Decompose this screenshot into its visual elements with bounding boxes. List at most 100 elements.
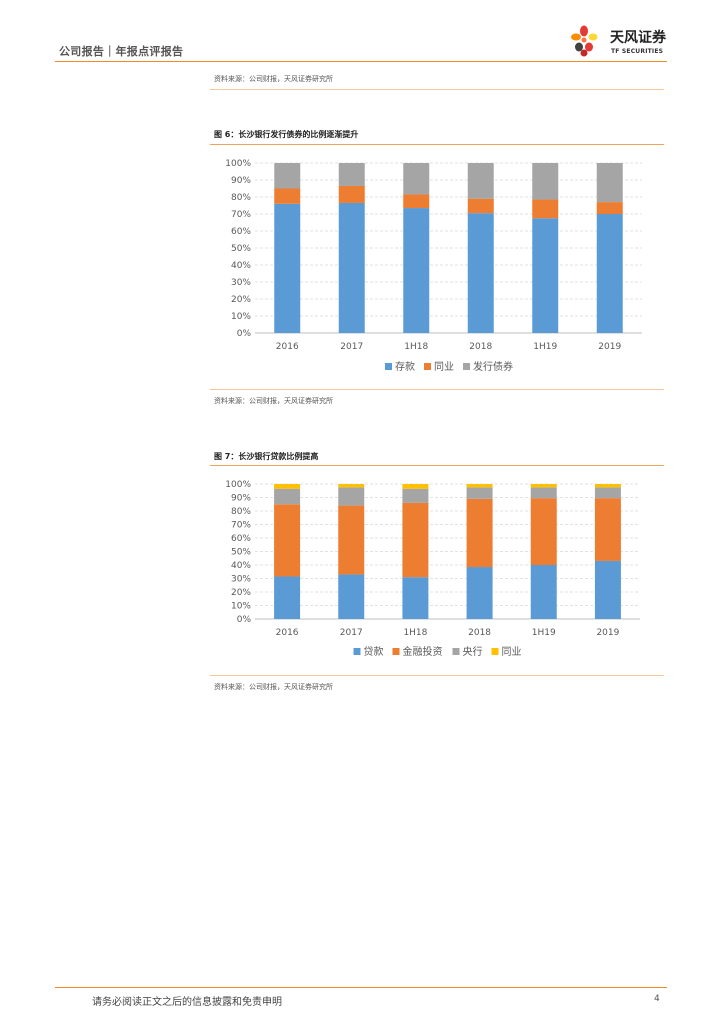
legend-label: 央行 (463, 645, 483, 658)
figure-6-title-rule (210, 144, 664, 145)
figure-6-stacked-bar-chart: 0% 10% 20% 30% 40% 50% 60% 70% 80% 90% 100% 2016 201… (225, 159, 642, 373)
bar-segment-2019-贷款 (594, 560, 621, 619)
figure-7-source: 资料来源：公司财报，天风证券研究所 (214, 683, 333, 691)
legend-swatch (424, 363, 431, 370)
figure-6-title: 图 6：长沙银行发行债券的比例逐渐提升 (214, 130, 359, 139)
bar-segment-1H19-金融投资 (530, 498, 557, 565)
y-tick-label: 100% (225, 480, 251, 490)
bar-segment-1H18-发行债券 (403, 163, 430, 195)
bar-segment-2016-同业 (274, 484, 301, 489)
x-tick-label: 2017 (340, 342, 363, 352)
y-tick-label: 20% (231, 588, 251, 598)
bar-segment-1H18-存款 (403, 208, 430, 333)
bar-segment-1H18-同业 (403, 194, 430, 209)
legend-label: 发行债券 (473, 360, 513, 373)
y-tick-label: 90% (231, 494, 251, 504)
bar-segment-2016-贷款 (274, 576, 301, 619)
bar-segment-1H19-发行债券 (532, 163, 559, 200)
y-tick-label: 70% (231, 210, 251, 220)
x-tick-label: 2019 (596, 628, 619, 638)
bar-segment-2017-同业 (338, 185, 365, 203)
bar-segment-2017-金融投资 (338, 505, 365, 575)
y-tick-label: 60% (231, 227, 251, 237)
bar-segment-2016-存款 (274, 203, 301, 333)
bar-segment-2018-同业 (467, 198, 494, 214)
y-tick-label: 80% (231, 507, 251, 517)
figure-6-source: 资料来源：公司财报，天风证券研究所 (214, 397, 333, 405)
bar-segment-1H19-同业 (532, 199, 559, 219)
x-tick-label: 2018 (469, 342, 492, 352)
y-tick-label: 90% (231, 176, 251, 186)
bar-segment-2018-贷款 (466, 567, 493, 619)
figure-7-title: 图 7：长沙银行贷款比例提高 (214, 452, 319, 461)
legend-swatch (353, 648, 361, 655)
x-tick-label: 2019 (598, 342, 621, 352)
bar-segment-1H18-央行 (402, 488, 429, 503)
bar-segment-2018-金融投资 (466, 498, 493, 568)
y-tick-label: 50% (231, 244, 251, 254)
bar-segment-2018-同业 (466, 484, 493, 488)
bar-segment-1H19-存款 (532, 218, 559, 333)
bar-segment-2017-发行债券 (338, 163, 365, 186)
bar-segment-2016-发行债券 (274, 163, 301, 189)
bar-segment-2019-央行 (594, 487, 621, 499)
figure-7-stacked-bar-chart: 0% 10% 20% 30% 40% 50% 60% 70% 80% 90% 100% 2016 201… (225, 480, 640, 658)
y-tick-label: 40% (231, 561, 251, 571)
x-tick-label: 1H18 (403, 628, 427, 638)
y-tick-label: 10% (231, 602, 251, 612)
bar-segment-2018-发行债券 (467, 163, 494, 199)
figure-6-bottom-rule (210, 389, 664, 390)
y-tick-label: 30% (231, 575, 251, 585)
figure-7-title-rule (210, 465, 664, 466)
bar-segment-2016-央行 (274, 488, 301, 505)
source-divider-top (210, 89, 664, 90)
y-tick-label: 0% (237, 329, 252, 339)
source-note-top: 资料来源：公司财报，天风证券研究所 (214, 75, 333, 83)
legend-label: 存款 (395, 360, 415, 373)
legend-label: 同业 (434, 361, 454, 373)
bar-segment-2018-存款 (467, 213, 494, 333)
legend-swatch (491, 648, 499, 655)
y-tick-label: 80% (231, 193, 251, 203)
x-tick-label: 2016 (276, 628, 299, 638)
y-tick-label: 0% (237, 615, 252, 625)
y-tick-label: 50% (231, 548, 251, 558)
page-number: 4 (654, 994, 660, 1004)
bar-segment-2018-央行 (466, 487, 493, 499)
y-tick-label: 20% (231, 295, 251, 305)
bar-segment-2017-同业 (338, 484, 365, 488)
x-tick-label: 1H19 (533, 342, 557, 352)
y-tick-label: 30% (231, 278, 251, 288)
bar-segment-2019-同业 (596, 202, 623, 214)
company-logo: 天风证券 TF SECURITIES (570, 24, 670, 58)
logo-english-name: TF SECURITIES (611, 48, 664, 55)
bar-segment-2019-存款 (596, 214, 623, 333)
logo-chinese-name: 天风证券 (610, 30, 666, 46)
y-tick-label: 60% (231, 534, 251, 544)
x-tick-label: 2016 (276, 342, 299, 352)
flower-logo-icon (571, 25, 598, 57)
footer-divider (55, 987, 667, 988)
header-divider (55, 61, 667, 62)
x-tick-label: 2018 (468, 628, 491, 638)
bar-segment-1H19-央行 (530, 487, 557, 499)
legend-label: 同业 (502, 646, 522, 658)
bar-segment-2017-贷款 (338, 574, 365, 619)
legend-label: 金融投资 (403, 645, 443, 658)
legend-swatch (463, 363, 470, 370)
x-tick-label: 2017 (340, 628, 363, 638)
legend-swatch (385, 363, 392, 370)
bar-segment-1H18-金融投资 (402, 502, 429, 578)
bar-segment-2019-同业 (594, 484, 621, 488)
y-tick-label: 70% (231, 521, 251, 531)
x-tick-label: 1H19 (532, 628, 556, 638)
figure-7-bottom-rule (210, 675, 664, 676)
bar-segment-1H19-同业 (530, 484, 557, 488)
bar-segment-1H19-贷款 (530, 565, 557, 619)
legend-label: 贷款 (364, 645, 384, 658)
bar-segment-2016-金融投资 (274, 504, 301, 577)
bar-segment-1H18-同业 (402, 484, 429, 489)
y-tick-label: 100% (225, 159, 251, 169)
legend-swatch (392, 648, 400, 655)
y-tick-label: 10% (231, 312, 251, 322)
